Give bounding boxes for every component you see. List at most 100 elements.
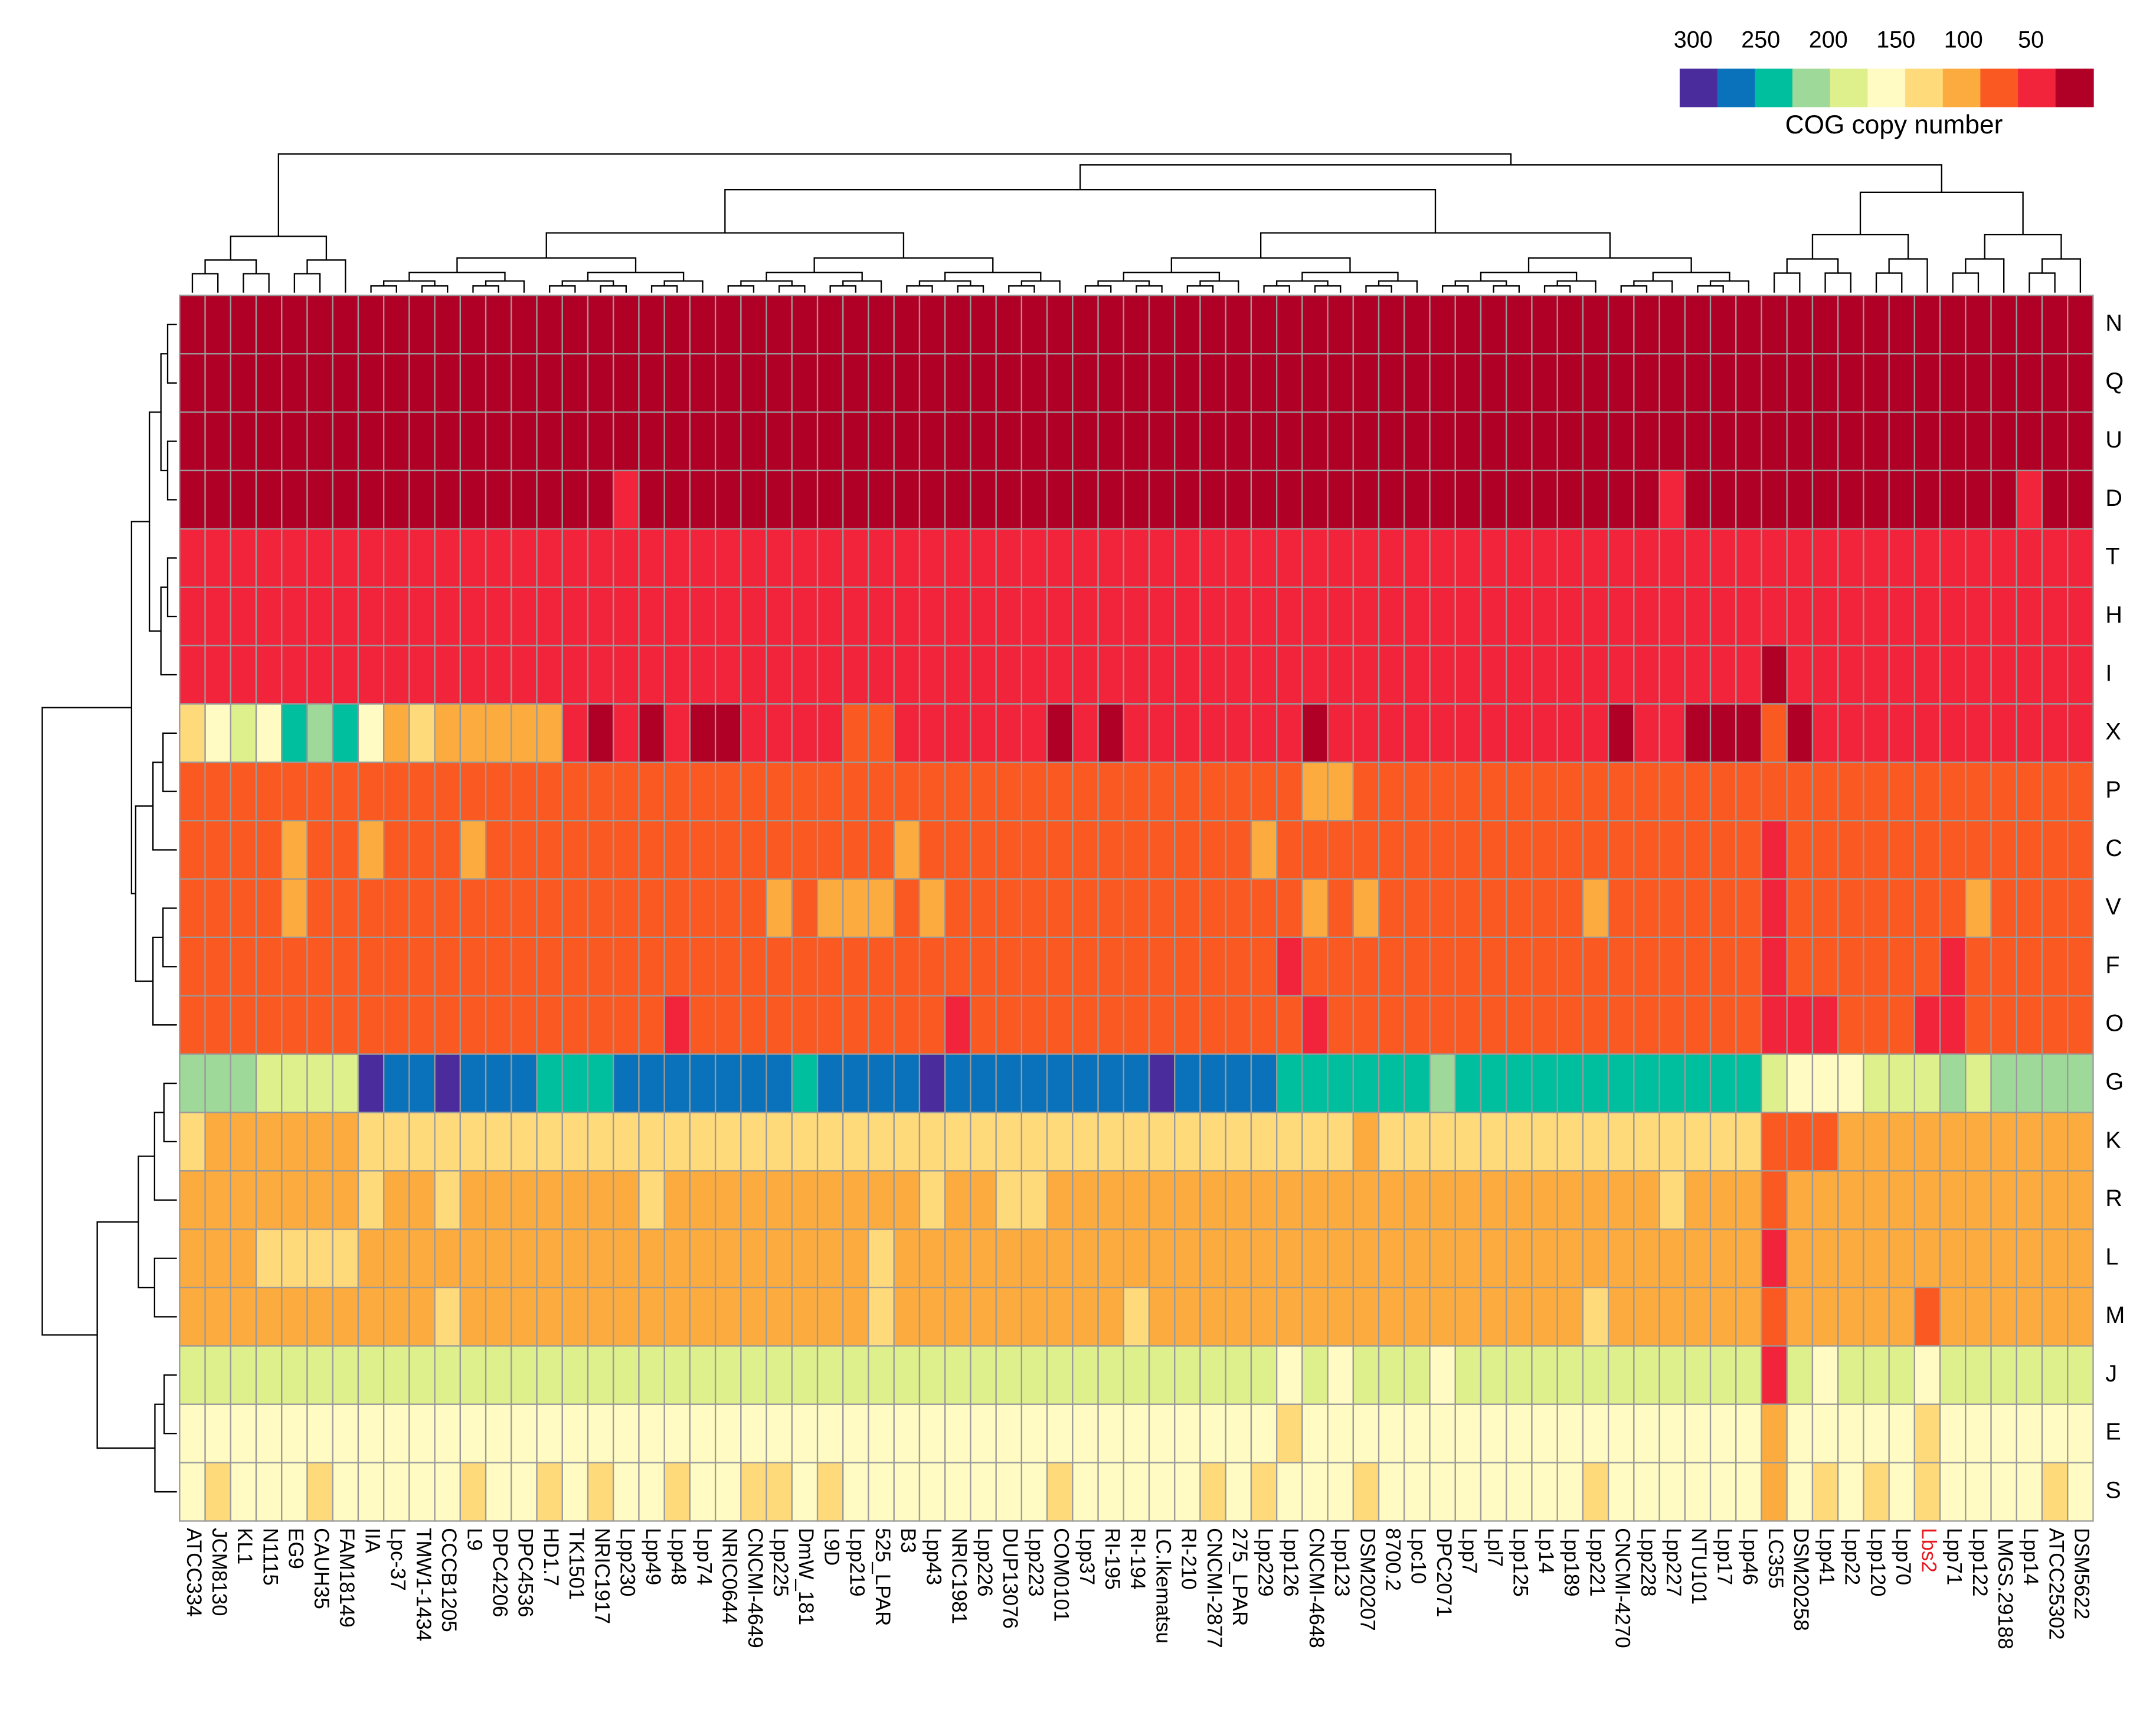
cell — [1684, 995, 1712, 1055]
cell — [1072, 1229, 1099, 1289]
cell — [1301, 411, 1329, 472]
dendrogram-branch — [1186, 285, 1214, 293]
cell — [383, 1229, 410, 1289]
cell — [689, 353, 717, 413]
cell — [1148, 819, 1176, 880]
cell — [1301, 936, 1329, 997]
cell — [1965, 295, 1992, 355]
cell — [1148, 586, 1176, 646]
cell — [918, 1345, 946, 1405]
cell — [179, 1170, 206, 1230]
cell — [1607, 1345, 1635, 1405]
cell — [2067, 586, 2094, 646]
column-label: LC.Ikematsu — [1151, 1528, 1174, 1644]
cell — [1046, 1053, 1074, 1113]
cell — [970, 1462, 997, 1522]
column-label: Lpp125 — [1509, 1528, 1532, 1596]
cell — [255, 995, 283, 1055]
cell — [944, 353, 971, 413]
column-label: Lpc10 — [1407, 1528, 1430, 1584]
cell — [1225, 1403, 1252, 1463]
cell — [842, 1345, 869, 1405]
dendrogram-branch — [485, 280, 525, 293]
cell — [1046, 995, 1074, 1055]
cell — [1684, 586, 1712, 646]
cell — [306, 586, 333, 646]
column-label: DSM20258 — [1789, 1528, 1813, 1631]
cell — [638, 878, 665, 939]
legend-tick-label: 200 — [1809, 27, 1848, 53]
cell — [1378, 936, 1405, 997]
cell — [1786, 469, 1814, 530]
cell — [1506, 1170, 1533, 1230]
column-label: N1115 — [259, 1528, 282, 1586]
cell — [995, 1170, 1023, 1230]
cell — [1250, 528, 1278, 588]
cell — [816, 1462, 844, 1522]
cell — [663, 411, 691, 472]
cell — [1148, 469, 1176, 530]
cell — [1174, 878, 1201, 939]
cell — [1709, 762, 1737, 822]
cell — [1965, 528, 1992, 588]
cell — [230, 295, 257, 355]
cell — [1990, 703, 2017, 763]
dendrogram-branch — [1620, 285, 1648, 293]
cell — [970, 1170, 997, 1230]
cell — [1276, 995, 1303, 1055]
cell — [1429, 528, 1456, 588]
cell — [663, 1112, 691, 1172]
cell — [1020, 411, 1048, 472]
cell — [995, 936, 1023, 997]
cell — [1174, 353, 1201, 413]
cell — [1709, 353, 1737, 413]
cell — [1761, 1229, 1788, 1289]
cell — [1837, 878, 1864, 939]
cell — [1939, 528, 1967, 588]
cell — [1174, 1462, 1201, 1522]
cell — [1276, 1403, 1303, 1463]
column-label: DPC4206 — [488, 1528, 511, 1617]
cell — [1480, 1403, 1507, 1463]
cell — [689, 762, 717, 822]
row-label: G — [2105, 1069, 2124, 1094]
cell — [663, 1229, 691, 1289]
dendrogram-branch — [1097, 280, 1150, 286]
cell — [613, 353, 640, 413]
column-label: 275_LPAR — [1228, 1528, 1251, 1626]
cell — [306, 762, 333, 822]
cell — [1327, 1229, 1355, 1289]
cell — [868, 762, 895, 822]
cell — [1939, 878, 1967, 939]
cell — [638, 411, 665, 472]
cell — [1556, 762, 1584, 822]
cell — [1327, 1170, 1355, 1230]
cell — [357, 995, 385, 1055]
cell — [1684, 645, 1712, 705]
cell — [1556, 1112, 1584, 1172]
cell — [842, 703, 869, 763]
cell — [1582, 528, 1609, 588]
cell — [204, 1403, 231, 1463]
cell — [1174, 703, 1201, 763]
cell — [2041, 1462, 2069, 1522]
cell — [1735, 528, 1762, 588]
cell — [791, 1112, 819, 1172]
cell — [1199, 1112, 1226, 1172]
cell — [179, 1053, 206, 1113]
dendrogram-branch — [421, 285, 449, 293]
cell — [1837, 411, 1864, 472]
cell — [230, 1403, 257, 1463]
cell — [1582, 353, 1609, 413]
cell — [663, 1170, 691, 1230]
cell — [1199, 1345, 1226, 1405]
cell — [281, 995, 308, 1055]
cell — [1556, 1286, 1584, 1347]
cell — [1276, 1229, 1303, 1289]
cell — [1863, 645, 1890, 705]
cell — [1020, 819, 1048, 880]
cell — [613, 762, 640, 822]
cell — [1199, 1462, 1226, 1522]
cell — [561, 1286, 589, 1347]
cell — [1480, 1229, 1507, 1289]
